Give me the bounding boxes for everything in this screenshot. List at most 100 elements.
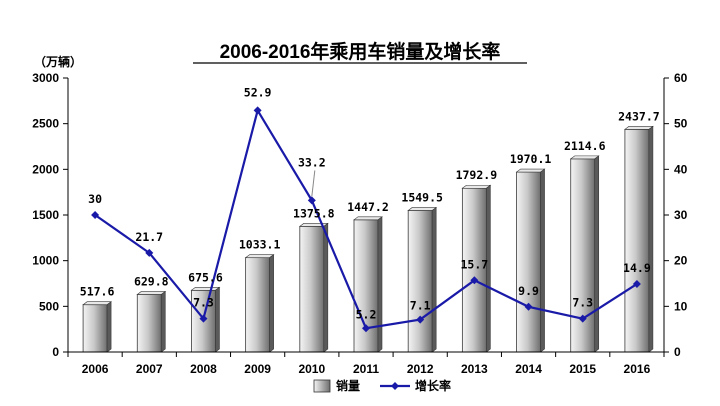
bar-top-2006 <box>82 301 112 306</box>
bar-side-2012 <box>431 206 437 353</box>
bar-top-2008 <box>190 286 221 291</box>
right-tick-label: 50 <box>674 117 688 131</box>
bar-value-label: 517.6 <box>80 285 115 299</box>
growth-value-label: 30 <box>88 192 102 206</box>
line-layer <box>91 106 641 333</box>
growth-point-2012 <box>416 315 425 324</box>
chart-title: 2006-2016年乘用车销量及增长率 <box>220 40 501 63</box>
legend-line-marker <box>391 382 399 390</box>
growth-point-2014 <box>524 302 533 311</box>
growth-point-2013 <box>470 276 479 285</box>
right-tick-label: 30 <box>674 208 688 222</box>
bar-side-2007 <box>160 290 166 353</box>
bar-2009 <box>245 257 271 353</box>
bar-2014 <box>516 171 541 353</box>
bar-top-2014 <box>515 168 546 173</box>
growth-value-label: 15.7 <box>461 257 489 271</box>
bar-top-2013 <box>461 184 492 189</box>
bar-side-2014 <box>540 168 545 353</box>
legend: 销量 增长率 <box>313 378 451 393</box>
left-tick-label: 1000 <box>32 254 59 268</box>
growth-point-2011 <box>362 324 370 333</box>
bar-value-label: 1549.5 <box>401 190 443 204</box>
bar-value-label: 629.8 <box>134 274 169 288</box>
bar-side-2009 <box>269 254 274 353</box>
bar-2010 <box>299 225 325 353</box>
bar-value-label: 2114.6 <box>564 139 606 153</box>
growth-point-2009 <box>253 106 262 115</box>
growth-point-2008 <box>199 314 208 323</box>
left-tick-label: 2500 <box>32 117 59 131</box>
left-tick-label: 2000 <box>32 162 59 176</box>
labels-layer: 517.6 629.8 675.6 1033.1 1375.8 1447.2 1549.5 1… <box>80 85 660 321</box>
legend-bar-label: 销量 <box>336 378 360 393</box>
growth-value-label: 7.1 <box>410 299 431 313</box>
bar-2016 <box>624 128 650 353</box>
bar-value-label: 1792.9 <box>456 168 498 182</box>
x-tick-label: 2009 <box>244 362 271 376</box>
growth-value-label: 52.9 <box>244 85 272 99</box>
x-tick-label: 2014 <box>515 362 542 376</box>
growth-value-label: 7.3 <box>572 296 593 310</box>
growth-value-label: 33.2 <box>298 155 326 169</box>
bar-top-2007 <box>136 291 167 295</box>
unit-label: （万辆） <box>34 54 82 69</box>
bar-value-label: 1970.1 <box>510 152 552 166</box>
bar-2015 <box>570 158 596 353</box>
x-tick-label: 2008 <box>190 362 217 376</box>
growth-value-label: 5.2 <box>356 307 377 321</box>
bar-2007 <box>136 294 162 353</box>
right-tick-label: 40 <box>674 162 688 176</box>
bar-side-2013 <box>486 184 491 353</box>
left-tick-label: 1500 <box>32 208 59 222</box>
left-tick-label: 500 <box>39 299 59 313</box>
growth-value-label: 21.7 <box>135 230 163 244</box>
axes-layer: 0 500 1000 1500 2000 2500 3000 0 10 20 30 40 50 60 200… <box>32 71 687 376</box>
growth-point-2015 <box>578 314 587 323</box>
bar-value-label: 2437.7 <box>618 109 660 123</box>
x-tick-label: 2011 <box>353 362 379 376</box>
growth-point-2006 <box>91 211 100 219</box>
bar-value-label: 1447.2 <box>347 200 389 214</box>
bar-side-2006 <box>106 301 112 353</box>
growth-value-label: 14.9 <box>623 261 651 275</box>
bar-top-2015 <box>569 155 600 160</box>
right-tick-label: 0 <box>674 345 681 359</box>
x-tick-label: 2012 <box>407 362 434 376</box>
bar-top-2012 <box>407 207 438 211</box>
bar-2012 <box>407 210 433 353</box>
legend-line-label: 增长率 <box>415 378 451 393</box>
bars-layer <box>82 125 654 353</box>
legend-bar-swatch <box>313 379 331 393</box>
left-tick-label: 0 <box>52 345 59 359</box>
left-tick-label: 3000 <box>32 71 59 85</box>
bar-side-2015 <box>594 155 600 353</box>
bar-top-2011 <box>353 216 383 221</box>
bar-top-2009 <box>244 254 275 258</box>
bar-value-label: 675.6 <box>188 270 223 284</box>
x-tick-label: 2010 <box>298 362 325 376</box>
right-tick-label: 60 <box>674 71 688 85</box>
growth-point-2007 <box>145 248 154 257</box>
x-tick-label: 2013 <box>461 362 488 376</box>
label-leader-line <box>311 170 316 197</box>
x-tick-label: 2016 <box>624 362 651 376</box>
right-tick-label: 10 <box>674 299 688 313</box>
bar-value-label: 1375.8 <box>293 206 335 220</box>
growth-point-2010 <box>307 196 316 205</box>
growth-value-label: 9.9 <box>518 284 539 298</box>
x-tick-label: 2015 <box>569 362 596 376</box>
x-tick-label: 2006 <box>82 362 109 376</box>
growth-point-2016 <box>632 279 641 288</box>
bar-top-2016 <box>624 126 654 130</box>
right-tick-label: 20 <box>674 254 688 268</box>
x-tick-label: 2007 <box>136 362 163 376</box>
growth-value-label: 7.3 <box>193 296 214 310</box>
bar-value-label: 1033.1 <box>239 238 281 252</box>
bar-side-2008 <box>215 286 220 353</box>
bar-side-2011 <box>377 216 383 353</box>
bar-2006 <box>82 304 108 353</box>
bar-side-2016 <box>648 125 654 353</box>
bar-side-2010 <box>323 222 329 353</box>
